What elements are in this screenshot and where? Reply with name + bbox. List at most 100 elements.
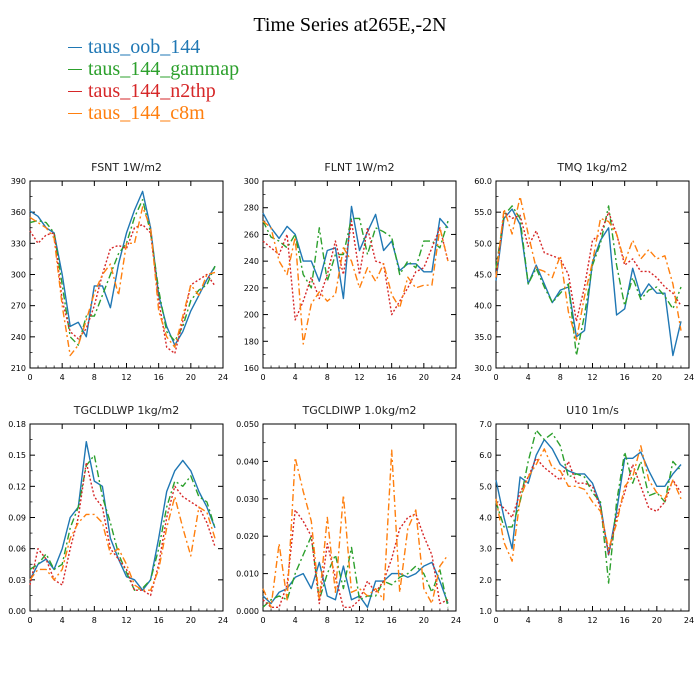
legend-label: taus_144_gammap	[88, 57, 240, 80]
x-tick-label: 4	[526, 373, 531, 382]
legend-swatch	[68, 90, 82, 92]
chart-panel: FLNT 1W/m2 0 4 8 12 16 20 24 160 180 200 220 240 260 2…	[244, 161, 461, 382]
x-tick-label: 20	[652, 616, 662, 625]
y-tick-label: 360	[11, 208, 26, 217]
y-tick-label: 0.09	[8, 514, 26, 523]
series-line-taus_144_c8m	[262, 449, 449, 608]
y-tick-label: 270	[11, 302, 26, 311]
x-tick-label: 20	[652, 373, 662, 382]
plot-frame	[495, 180, 690, 369]
series-line-taus_144_n2thp	[262, 509, 449, 608]
legend: taus_oob_144 taus_144_gammap taus_144_n2…	[68, 36, 239, 124]
y-tick-label: 0.00	[8, 607, 26, 616]
y-tick-label: 7.0	[479, 420, 492, 429]
x-tick-label: 24	[451, 616, 461, 625]
series-line-taus_144_n2thp	[29, 223, 216, 355]
legend-item-taus-oob-144: taus_oob_144	[68, 36, 239, 58]
series-line-taus_144_c8m	[29, 206, 216, 357]
x-tick-label: 24	[218, 616, 228, 625]
chart-title: Time Series at265E,-2N	[253, 14, 447, 36]
legend-item-taus-144-c8m: taus_144_c8m	[68, 102, 239, 124]
y-tick-label: 2.0	[479, 576, 492, 585]
x-tick-label: 0	[493, 616, 498, 625]
legend-label: taus_oob_144	[88, 35, 201, 58]
series-line-taus_144_gammap	[262, 217, 449, 289]
x-tick-label: 8	[92, 373, 97, 382]
y-tick-label: 0.12	[8, 482, 26, 491]
x-tick-label: 12	[587, 616, 597, 625]
panel-title: FLNT 1W/m2	[324, 161, 394, 174]
series-line-taus_144_c8m	[495, 445, 682, 562]
y-tick-label: 240	[244, 257, 259, 266]
y-tick-label: 55.0	[474, 208, 492, 217]
y-tick-label: 220	[244, 284, 259, 293]
chart-panel: TGCLDLWP 1kg/m2 0 4 8 12 16 20 24 0.00 0.03 0.06 0.…	[8, 404, 228, 625]
series-line-taus_144_gammap	[495, 429, 682, 584]
panel-title: TGCLDLWP 1kg/m2	[73, 404, 179, 417]
x-tick-label: 4	[293, 373, 298, 382]
series-line-taus_144_n2thp	[262, 220, 449, 321]
x-tick-label: 12	[121, 373, 131, 382]
plot-frame	[29, 423, 224, 612]
chart-panel: FSNT 1W/m2 0 4 8 12 16 20 24 210 240 270 300 330 360 3…	[11, 161, 228, 382]
y-tick-label: 6.0	[479, 451, 492, 460]
x-tick-label: 4	[60, 616, 65, 625]
y-tick-label: 50.0	[474, 239, 492, 248]
y-tick-label: 0.040	[236, 457, 259, 466]
plot-frame	[495, 423, 690, 612]
y-tick-label: 0.06	[8, 545, 26, 554]
y-tick-label: 390	[11, 177, 26, 186]
y-tick-label: 0.020	[236, 532, 259, 541]
y-tick-label: 0.050	[236, 420, 259, 429]
y-tick-label: 60.0	[474, 177, 492, 186]
series-line-taus_144_gammap	[495, 205, 682, 357]
y-tick-label: 0.000	[236, 607, 259, 616]
legend-label: taus_144_n2thp	[88, 79, 216, 102]
x-tick-label: 16	[154, 616, 164, 625]
y-tick-label: 180	[244, 337, 259, 346]
series-line-taus_144_n2thp	[495, 211, 682, 322]
panel-title: TMQ 1kg/m2	[556, 161, 627, 174]
x-tick-label: 12	[354, 616, 364, 625]
series-line-taus_144_gammap	[29, 454, 216, 591]
x-tick-label: 4	[526, 616, 531, 625]
series-line-taus_oob_144	[29, 441, 216, 591]
x-tick-label: 20	[186, 616, 196, 625]
x-tick-label: 12	[121, 616, 131, 625]
series-line-taus_144_c8m	[495, 195, 682, 341]
chart-panel: U10 1m/s 0 4 8 12 16 20 24 1.0 2.0 3.0 4.0 5.0 6.0 7.0	[479, 404, 694, 625]
legend-label: taus_144_c8m	[88, 101, 205, 124]
x-tick-label: 24	[451, 373, 461, 382]
x-tick-label: 8	[92, 616, 97, 625]
legend-swatch	[68, 46, 82, 48]
y-tick-label: 0.010	[236, 570, 259, 579]
panel-title: FSNT 1W/m2	[91, 161, 162, 174]
y-tick-label: 260	[244, 230, 259, 239]
y-tick-label: 200	[244, 311, 259, 320]
y-tick-label: 280	[244, 204, 259, 213]
series-line-taus_144_gammap	[29, 198, 216, 346]
series-line-taus_144_c8m	[29, 496, 216, 591]
x-tick-label: 20	[419, 616, 429, 625]
y-tick-label: 0.18	[8, 420, 26, 429]
y-tick-label: 45.0	[474, 271, 492, 280]
x-tick-label: 12	[354, 373, 364, 382]
series-line-taus_oob_144	[262, 561, 449, 608]
y-tick-label: 4.0	[479, 514, 492, 523]
legend-item-taus-144-n2thp: taus_144_n2thp	[68, 80, 239, 102]
legend-swatch	[68, 112, 82, 114]
x-tick-label: 0	[260, 616, 265, 625]
series-line-taus_144_c8m	[262, 220, 449, 345]
y-tick-label: 40.0	[474, 302, 492, 311]
panel-title: TGCLDIWP 1.0kg/m2	[301, 404, 416, 417]
y-tick-label: 3.0	[479, 545, 492, 554]
x-tick-label: 8	[558, 373, 563, 382]
y-tick-label: 0.03	[8, 576, 26, 585]
x-tick-label: 8	[325, 616, 330, 625]
x-tick-label: 24	[218, 373, 228, 382]
y-tick-label: 35.0	[474, 333, 492, 342]
x-tick-label: 8	[558, 616, 563, 625]
x-tick-label: 16	[620, 373, 630, 382]
chart-panel: TMQ 1kg/m2 0 4 8 12 16 20 24 30.0 35.0 40.0 45.0 50.…	[474, 161, 694, 382]
